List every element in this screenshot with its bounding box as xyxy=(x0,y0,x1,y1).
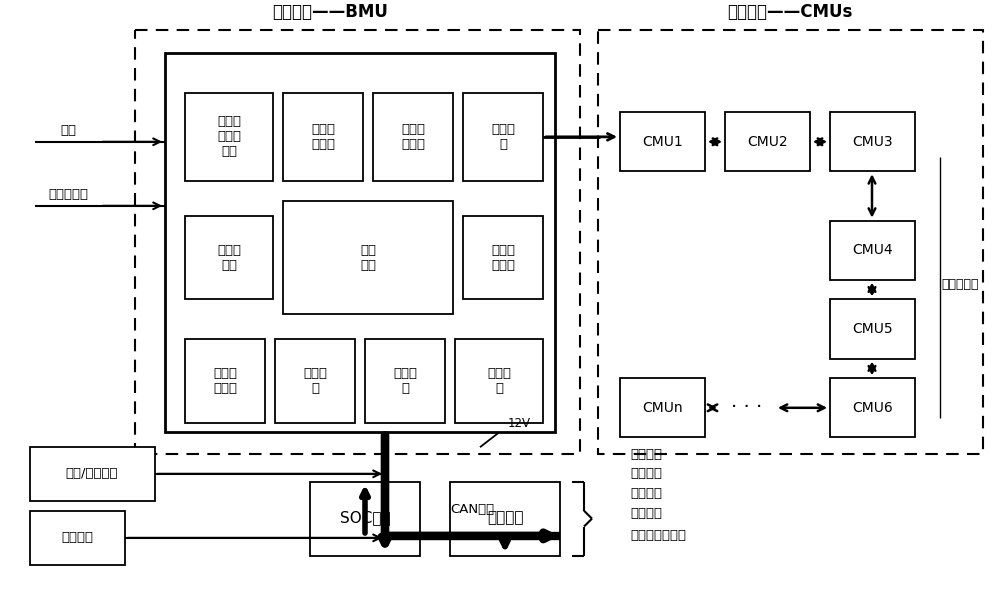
Text: 均衡报警: 均衡报警 xyxy=(630,487,662,500)
Text: 高压安
全模块: 高压安 全模块 xyxy=(491,243,515,271)
Text: CMU1: CMU1 xyxy=(642,135,683,149)
Bar xyxy=(450,482,560,556)
Text: CMU2: CMU2 xyxy=(747,135,788,149)
Text: 充电提醒: 充电提醒 xyxy=(630,447,662,461)
Text: 电流: 电流 xyxy=(60,124,76,137)
Bar xyxy=(30,447,155,502)
Bar xyxy=(185,215,273,299)
Bar xyxy=(185,339,265,422)
Bar xyxy=(455,339,543,422)
Text: 电压和绶缘: 电压和绶缘 xyxy=(48,188,88,201)
Text: · · ·: · · · xyxy=(731,398,763,417)
Bar xyxy=(830,221,915,280)
Text: 数字信
号输出: 数字信 号输出 xyxy=(401,123,425,151)
Text: 唤醒/休眠信号: 唤醒/休眠信号 xyxy=(66,467,118,480)
Bar xyxy=(373,92,453,181)
Text: 供电模
块: 供电模 块 xyxy=(487,367,511,394)
Text: 热管理
模块: 热管理 模块 xyxy=(217,243,241,271)
Bar xyxy=(830,299,915,359)
Text: 全局时
钟: 全局时 钟 xyxy=(393,367,417,394)
Bar xyxy=(30,511,125,565)
Text: 电器超负荷报警: 电器超负荷报警 xyxy=(630,530,686,543)
Text: 总电压
总电流
监测: 总电压 总电流 监测 xyxy=(217,115,241,158)
Bar xyxy=(310,482,420,556)
Text: 主控单元——BMU: 主控单元——BMU xyxy=(272,2,388,21)
Text: 报警系统: 报警系统 xyxy=(487,511,523,525)
Bar xyxy=(463,215,543,299)
Bar xyxy=(283,201,453,314)
Bar xyxy=(275,339,355,422)
Text: CMUn: CMUn xyxy=(642,401,683,415)
Text: 数字
核心: 数字 核心 xyxy=(360,243,376,271)
Bar xyxy=(463,92,543,181)
Bar xyxy=(830,112,915,171)
Text: 12V: 12V xyxy=(508,418,531,430)
Text: 菊花链通讯: 菊花链通讯 xyxy=(941,278,979,291)
Bar xyxy=(135,30,580,454)
Bar xyxy=(283,92,363,181)
Text: 急停信号: 急停信号 xyxy=(61,531,93,544)
Text: 通信模
块: 通信模 块 xyxy=(491,123,515,151)
Text: 均衡控
制系统: 均衡控 制系统 xyxy=(213,367,237,394)
Bar xyxy=(830,378,915,437)
Text: 从控单元——CMUs: 从控单元——CMUs xyxy=(727,2,853,21)
Text: CMU3: CMU3 xyxy=(852,135,893,149)
Text: SOC显示: SOC显示 xyxy=(340,511,390,525)
Text: CMU4: CMU4 xyxy=(852,243,893,257)
Text: CMU5: CMU5 xyxy=(852,322,893,336)
Text: CMU6: CMU6 xyxy=(852,401,893,415)
Bar xyxy=(598,30,983,454)
Bar xyxy=(365,339,445,422)
Bar xyxy=(620,378,705,437)
Bar xyxy=(185,92,273,181)
Bar xyxy=(725,112,810,171)
Bar xyxy=(165,53,555,433)
Text: 高温报警: 高温报警 xyxy=(630,467,662,480)
Text: 充电系
统: 充电系 统 xyxy=(303,367,327,394)
Text: CAN通讯: CAN通讯 xyxy=(450,503,494,516)
Bar xyxy=(620,112,705,171)
Text: 数字信
号输入: 数字信 号输入 xyxy=(311,123,335,151)
Text: 故障报警: 故障报警 xyxy=(630,507,662,519)
